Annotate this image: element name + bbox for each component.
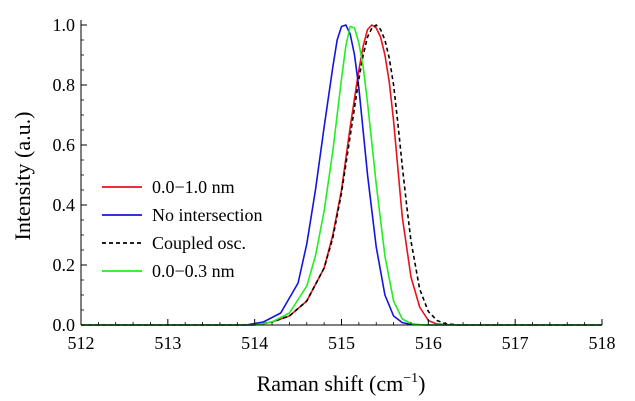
series-line-3 bbox=[81, 24, 602, 326]
x-tick-label: 515 bbox=[328, 333, 355, 353]
y-tick-label: 0.6 bbox=[53, 135, 76, 155]
x-axis-title: Raman shift (cm−1) bbox=[257, 371, 426, 396]
y-axis-title: Intensity (a.u.) bbox=[10, 112, 35, 241]
legend-label-2: No intersection bbox=[152, 205, 262, 225]
x-tick-label: 512 bbox=[68, 333, 95, 353]
series-line-2 bbox=[81, 24, 602, 326]
x-tick-label: 518 bbox=[589, 333, 616, 353]
y-tick-label: 0.8 bbox=[53, 75, 76, 95]
series-line-4 bbox=[81, 25, 602, 326]
x-tick-label: 517 bbox=[502, 333, 529, 353]
y-tick-label: 0.0 bbox=[53, 315, 76, 335]
x-tick-label: 513 bbox=[154, 333, 181, 353]
series-group bbox=[81, 24, 602, 326]
legend: 0.0−1.0 nm No intersection Coupled osc. 0.0… bbox=[102, 177, 262, 281]
legend-label-3: Coupled osc. bbox=[152, 233, 246, 253]
ticks-group: 512 513 514 515 516 517 518 0.0 0.2 0.4 0.6 0.8 1.0 bbox=[53, 15, 616, 353]
legend-label-4: 0.0−0.3 nm bbox=[152, 261, 235, 281]
y-tick-label: 0.2 bbox=[53, 255, 76, 275]
y-tick-label: 1.0 bbox=[53, 15, 76, 35]
x-tick-label: 514 bbox=[241, 333, 268, 353]
legend-label-1: 0.0−1.0 nm bbox=[152, 177, 235, 197]
y-tick-label: 0.4 bbox=[53, 195, 76, 215]
x-tick-label: 516 bbox=[415, 333, 442, 353]
